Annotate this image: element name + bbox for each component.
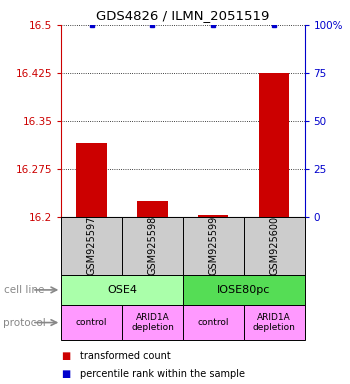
Bar [137, 201, 168, 217]
Text: control: control [76, 318, 107, 327]
Text: OSE4: OSE4 [107, 285, 137, 295]
Bar [244, 305, 304, 340]
Bar [183, 217, 244, 275]
Text: IOSE80pc: IOSE80pc [217, 285, 271, 295]
Text: transformed count: transformed count [80, 351, 171, 361]
Bar [259, 73, 289, 217]
Bar [61, 275, 183, 305]
Bar [122, 217, 183, 275]
Text: GSM925599: GSM925599 [208, 216, 218, 275]
Bar [183, 275, 304, 305]
Bar [244, 217, 304, 275]
Text: ■: ■ [61, 369, 70, 379]
Bar [76, 143, 107, 217]
Text: ARID1A
depletion: ARID1A depletion [131, 313, 174, 332]
Bar [183, 305, 244, 340]
Text: protocol: protocol [4, 318, 46, 328]
Text: cell line: cell line [4, 285, 44, 295]
Text: GSM925598: GSM925598 [147, 216, 158, 275]
Text: ■: ■ [61, 351, 70, 361]
Text: percentile rank within the sample: percentile rank within the sample [80, 369, 245, 379]
Bar [61, 217, 122, 275]
Text: GSM925597: GSM925597 [87, 216, 97, 275]
Text: GSM925600: GSM925600 [269, 216, 279, 275]
Bar [61, 305, 122, 340]
Text: control: control [197, 318, 229, 327]
Text: ARID1A
depletion: ARID1A depletion [253, 313, 295, 332]
Title: GDS4826 / ILMN_2051519: GDS4826 / ILMN_2051519 [96, 9, 270, 22]
Bar [198, 215, 229, 217]
Bar [122, 305, 183, 340]
